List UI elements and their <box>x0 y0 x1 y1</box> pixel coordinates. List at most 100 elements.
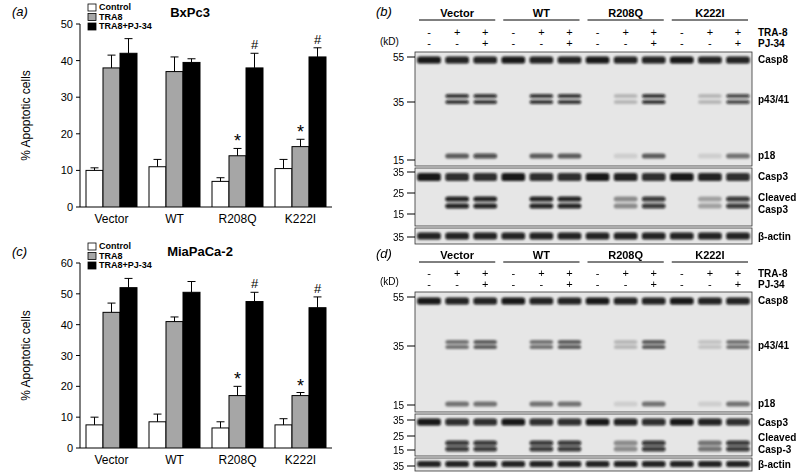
band-shape <box>445 461 469 467</box>
band-shape <box>698 154 722 159</box>
band-shape <box>586 57 610 64</box>
band <box>558 419 582 426</box>
error-cap <box>154 159 162 160</box>
band <box>586 298 610 305</box>
bar <box>120 288 137 448</box>
band <box>726 441 750 452</box>
band-shape <box>698 447 722 452</box>
band-shape <box>473 345 497 349</box>
band <box>726 154 750 159</box>
band-shape <box>501 173 525 181</box>
error-stem <box>128 278 129 287</box>
band-label: p18 <box>758 398 776 409</box>
band <box>698 173 722 181</box>
band-shape <box>501 461 525 467</box>
bands <box>417 419 750 452</box>
bar <box>166 72 183 207</box>
band <box>473 402 497 407</box>
band <box>642 57 666 64</box>
band-shape <box>473 461 497 467</box>
treatment-sign: + <box>650 278 656 290</box>
band-shape <box>558 345 582 349</box>
error-cap <box>188 58 196 59</box>
marker-label: 35 <box>393 461 405 472</box>
blot-membrane <box>415 458 752 471</box>
bar <box>120 53 137 207</box>
band-shape <box>558 419 582 426</box>
marker-tick <box>407 346 415 347</box>
band <box>726 94 750 104</box>
band-shape <box>445 197 469 202</box>
plot-area <box>86 39 326 207</box>
group-underline <box>672 262 748 263</box>
band-shape <box>530 298 554 305</box>
band <box>501 57 525 64</box>
band-shape <box>698 345 722 349</box>
treatment-sign: - <box>708 278 712 290</box>
y-tick-label: 20 <box>61 380 73 392</box>
band-shape <box>642 340 666 344</box>
treatment-sign: - <box>596 37 600 49</box>
error-stem <box>111 303 112 312</box>
band-shape <box>670 461 694 467</box>
band-shape <box>558 402 582 407</box>
marker-tick <box>407 214 415 215</box>
band <box>698 461 722 467</box>
bar <box>212 181 229 207</box>
y-tick <box>76 448 80 449</box>
significance-mark: * <box>297 376 304 396</box>
band <box>670 298 694 305</box>
y-tick-label: 10 <box>61 164 73 176</box>
band <box>726 197 750 209</box>
band <box>614 340 638 349</box>
marker-label: 25 <box>393 188 405 199</box>
y-tick <box>76 24 80 25</box>
treatment-sign: + <box>566 278 572 290</box>
x-tick-label: K222I <box>285 212 316 226</box>
error-cap <box>108 55 116 56</box>
band-shape <box>558 461 582 467</box>
error-stem <box>157 159 158 166</box>
error-bar <box>280 159 288 168</box>
band-shape <box>558 197 582 202</box>
band-shape <box>698 340 722 344</box>
error-bar <box>280 419 288 425</box>
error-bar <box>314 48 322 57</box>
band-shape <box>473 154 497 159</box>
band <box>614 94 638 104</box>
blot-membrane <box>415 414 752 456</box>
band <box>530 233 554 240</box>
band-shape <box>501 419 525 426</box>
band <box>726 461 750 467</box>
band <box>417 233 441 240</box>
band-shape <box>445 100 469 104</box>
band <box>558 94 582 104</box>
y-tick-label: 50 <box>61 288 73 300</box>
group-label: R208Q <box>608 7 643 19</box>
band-shape <box>642 94 666 98</box>
band-shape <box>642 461 666 467</box>
band <box>642 419 666 426</box>
band-shape <box>614 100 638 104</box>
marker-label: 35 <box>393 97 405 108</box>
band-shape <box>445 173 469 181</box>
error-stem <box>111 55 112 68</box>
band-shape <box>726 340 750 344</box>
band <box>530 298 554 305</box>
error-cap <box>280 159 288 160</box>
band <box>670 419 694 426</box>
band <box>670 57 694 64</box>
band-shape <box>530 419 554 426</box>
band-shape <box>473 340 497 344</box>
significance-mark: # <box>251 37 259 52</box>
band-shape <box>614 233 638 240</box>
error-bar <box>108 303 116 312</box>
legend: ControlTRA8TRA8+PJ-34 <box>88 2 152 31</box>
group-underline <box>419 262 495 263</box>
marker-tick <box>407 102 415 103</box>
band <box>614 233 638 240</box>
band-shape <box>530 345 554 349</box>
band <box>445 419 469 426</box>
band-shape <box>670 173 694 181</box>
band-shape <box>698 298 722 305</box>
